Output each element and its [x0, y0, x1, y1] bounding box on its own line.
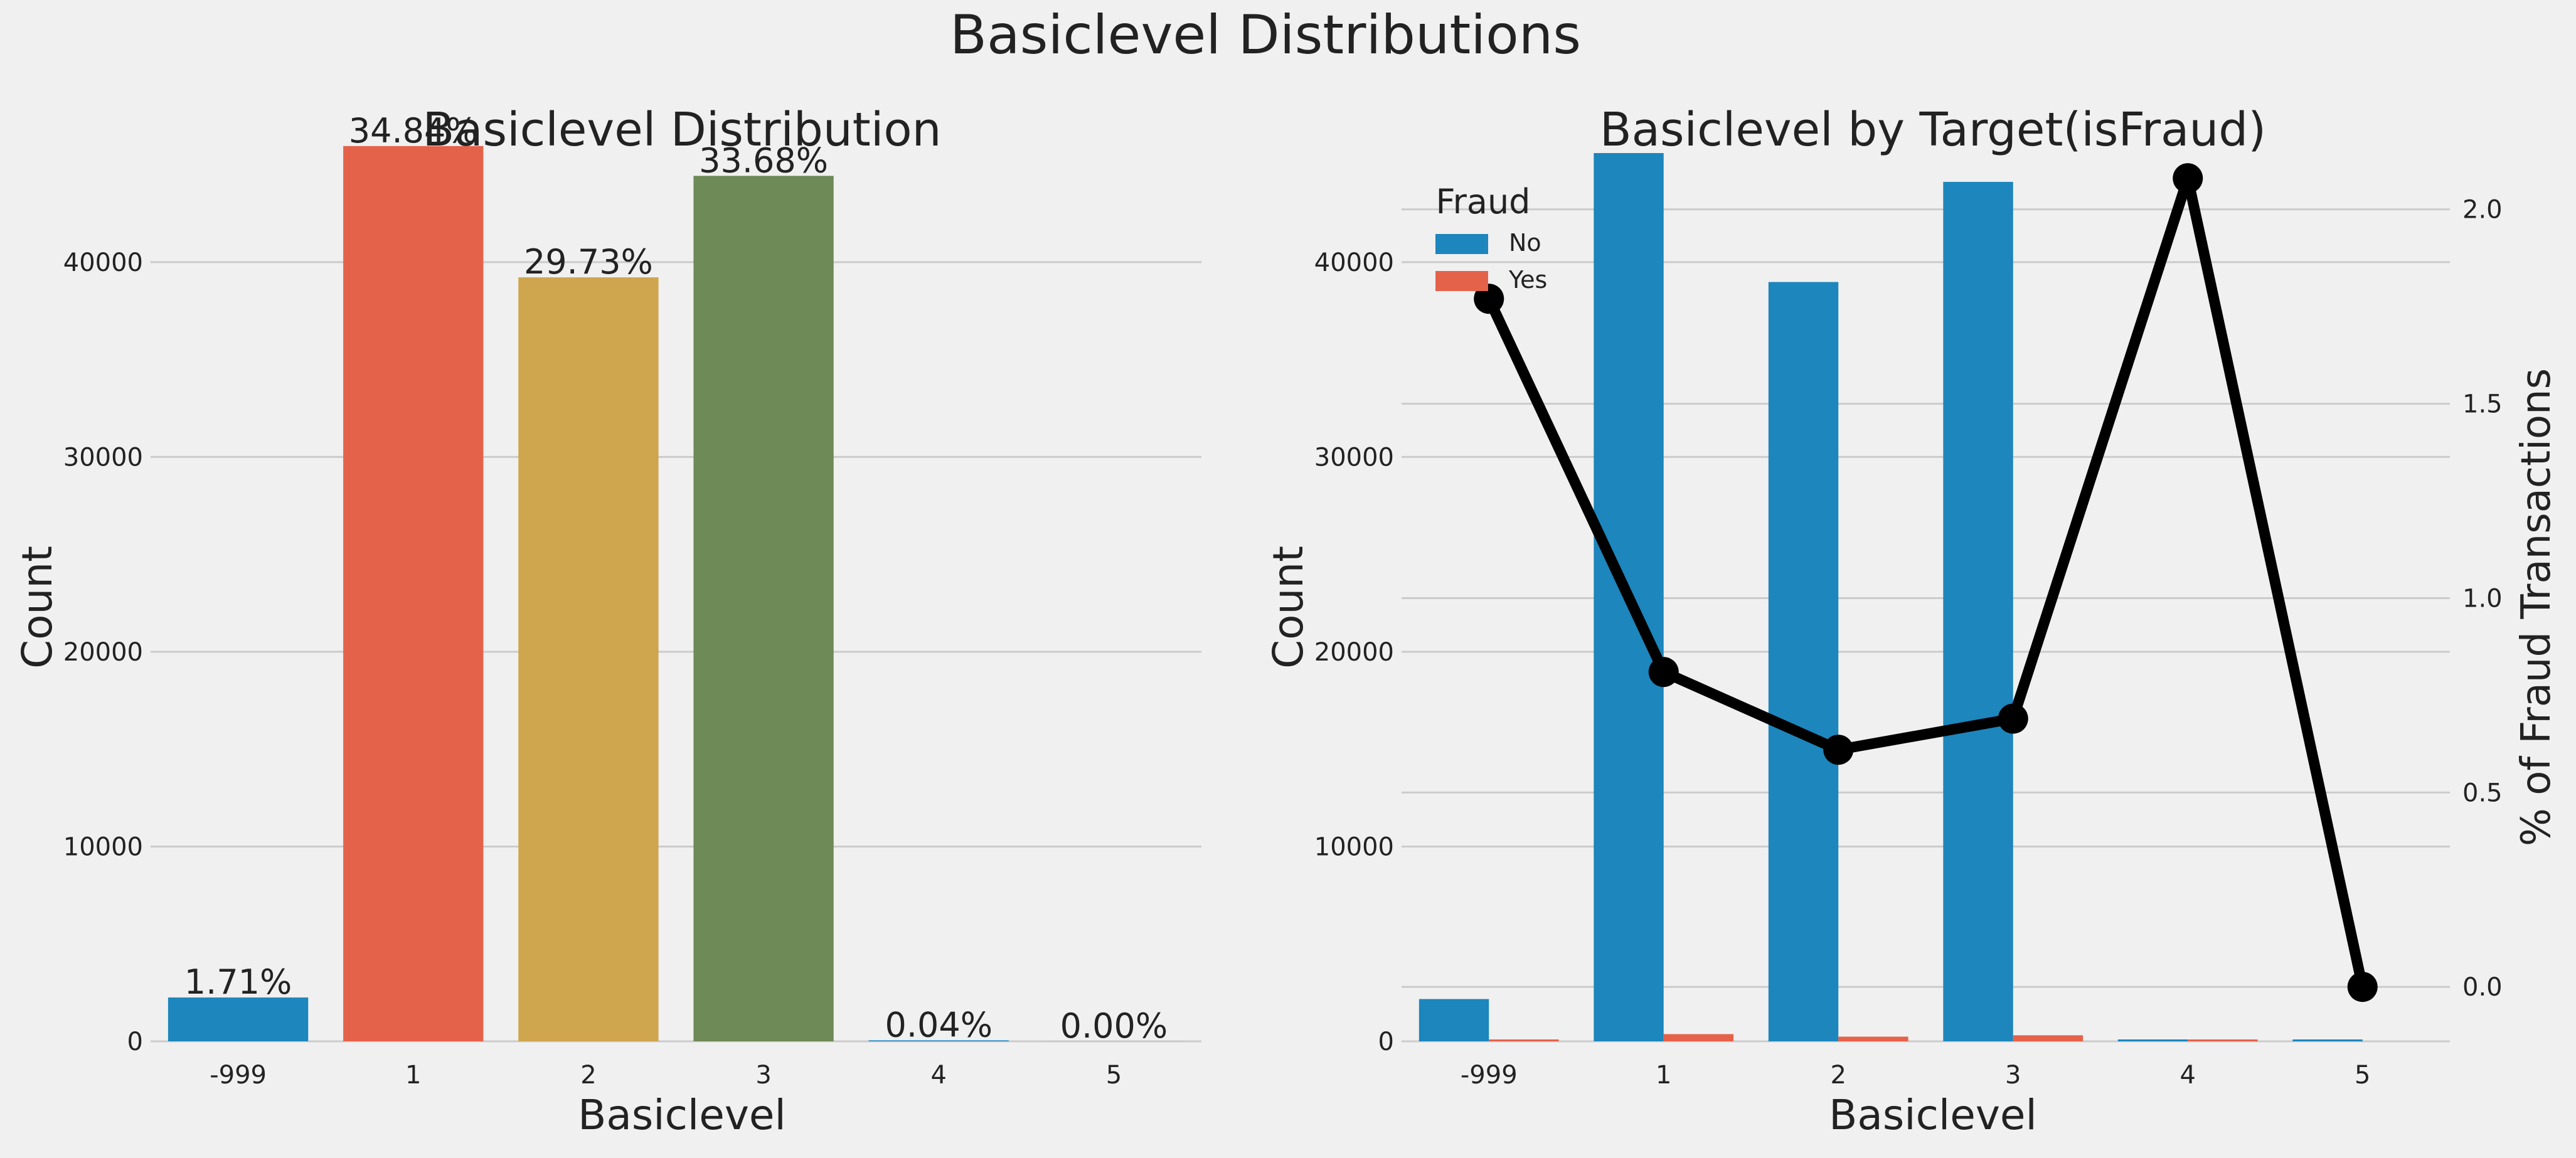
chart-1-bar — [343, 146, 484, 1042]
chart-1-y-tick-label: 20000 — [63, 638, 143, 667]
chart-2-x-ticks: -999 1 2 3 4 5 — [1461, 1061, 2371, 1090]
chart-2-x-tick-label: 5 — [2355, 1061, 2370, 1090]
chart-2-y-tick-label: 40000 — [1314, 248, 1394, 277]
legend-label-no: No — [1509, 229, 1541, 257]
chart-1-data-label: 0.00% — [1060, 1006, 1168, 1046]
legend-swatch-no — [1435, 234, 1488, 254]
chart-2-x-tick-label: 1 — [1656, 1061, 1671, 1090]
chart-2-line-point — [1474, 284, 1504, 314]
chart-1-x-tick-label: 5 — [1106, 1061, 1122, 1090]
chart-2-bar-yes — [1489, 1039, 1559, 1041]
chart-2-y-axis-label: Count — [1264, 546, 1312, 669]
figure-title: Basiclevel Distributions — [950, 4, 1581, 66]
chart-2-bar-yes — [2013, 1035, 2084, 1041]
chart-2-line-point — [2347, 972, 2378, 1002]
chart-1-data-label: 0.04% — [885, 1005, 993, 1044]
chart-1-x-tick-label: 1 — [405, 1061, 421, 1090]
chart-2-y-tick-label: 20000 — [1314, 638, 1394, 667]
chart-1-gridlines — [151, 261, 1201, 1043]
chart-1-y-axis-label: Count — [13, 546, 61, 669]
chart-2-line-point — [1998, 703, 2028, 734]
chart-basiclevel-distribution: Basiclevel Distribution Count Basiclevel… — [13, 103, 1201, 1139]
chart-2-bar-no — [1418, 999, 1489, 1041]
chart-1-data-label: 34.84% — [349, 111, 478, 151]
chart-2-bar-no — [1768, 282, 1839, 1042]
chart-2-title: Basiclevel by Target(isFraud) — [1600, 103, 2266, 157]
chart-2-secondary-y-tick-label: 2.0 — [2462, 196, 2503, 225]
chart-2-fraud-percent-line — [1484, 173, 2368, 989]
chart-1-x-tick-label: 4 — [931, 1061, 947, 1090]
chart-1-bar — [868, 1040, 1009, 1041]
chart-2-y-ticks: 0 10000 20000 30000 40000 — [1314, 248, 1394, 1056]
chart-1-y-ticks: 0 10000 20000 30000 40000 — [63, 248, 143, 1056]
chart-2-x-tick-label: 3 — [2005, 1061, 2021, 1090]
chart-2-y-tick-label: 30000 — [1314, 443, 1394, 472]
chart-2-bar-yes — [1838, 1036, 1908, 1041]
chart-2-secondary-y-axis-label: % of Fraud Transactions — [2513, 368, 2560, 846]
chart-2-line-point — [1648, 657, 1679, 688]
chart-2-bar-no — [1943, 181, 2013, 1041]
chart-2-bar-no — [2292, 1039, 2363, 1041]
chart-2-y-tick-label: 10000 — [1314, 832, 1394, 861]
chart-1-y-tick-label: 0 — [127, 1028, 143, 1056]
chart-1-data-label: 29.73% — [524, 242, 653, 282]
chart-2-secondary-y-tick-label: 0.5 — [2462, 778, 2503, 807]
legend: Fraud No Yes — [1435, 182, 1547, 294]
chart-2-x-tick-label: -999 — [1461, 1061, 1518, 1090]
chart-1-data-labels: 1.71% 34.84% 29.73% 33.68% 0.04% 0.00% — [184, 111, 1168, 1046]
chart-1-x-tick-label: 3 — [755, 1061, 771, 1090]
chart-1-title: Basiclevel Distribution — [422, 103, 941, 157]
chart-2-y-tick-label: 0 — [1378, 1028, 1394, 1056]
legend-swatch-yes — [1435, 271, 1488, 291]
chart-1-bar — [518, 277, 659, 1042]
chart-1-data-label: 1.71% — [184, 962, 292, 1002]
chart-2-bar-yes — [2188, 1039, 2258, 1041]
chart-1-x-tick-label: -999 — [210, 1061, 267, 1090]
chart-2-secondary-y-tick-label: 1.0 — [2462, 584, 2503, 613]
chart-2-secondary-y-tick-label: 0.0 — [2462, 973, 2503, 1002]
chart-2-x-axis-label: Basiclevel — [1829, 1091, 2037, 1139]
chart-2-line-point — [1823, 735, 1854, 765]
legend-title: Fraud — [1436, 182, 1531, 221]
chart-1-y-tick-label: 40000 — [63, 248, 143, 277]
chart-2-line-point — [2173, 163, 2203, 194]
chart-basiclevel-by-target: Basiclevel by Target(isFraud) Count % of… — [1264, 103, 2560, 1139]
chart-2-bar-yes — [1663, 1034, 1734, 1041]
chart-1-x-axis-label: Basiclevel — [578, 1091, 786, 1139]
chart-1-bar — [168, 997, 309, 1041]
chart-1-y-tick-label: 30000 — [63, 443, 143, 472]
chart-1-x-ticks: -999 1 2 3 4 5 — [210, 1061, 1122, 1090]
chart-1-y-tick-label: 10000 — [63, 832, 143, 861]
chart-2-secondary-y-ticks: 0.0 0.5 1.0 1.5 2.0 — [2462, 196, 2503, 1002]
chart-1-bar — [693, 176, 834, 1042]
chart-2-fraud-line — [1474, 163, 2378, 1002]
chart-1-x-tick-label: 2 — [580, 1061, 596, 1090]
legend-label-yes: Yes — [1508, 266, 1547, 294]
chart-2-x-tick-label: 2 — [1831, 1061, 1846, 1090]
chart-2-bars — [1418, 153, 2363, 1042]
chart-2-secondary-y-tick-label: 1.5 — [2462, 390, 2503, 419]
chart-1-data-label: 33.68% — [699, 141, 828, 180]
chart-2-bar-no — [2117, 1039, 2188, 1041]
chart-1-bars — [168, 146, 1184, 1042]
chart-2-x-tick-label: 4 — [2180, 1061, 2196, 1090]
